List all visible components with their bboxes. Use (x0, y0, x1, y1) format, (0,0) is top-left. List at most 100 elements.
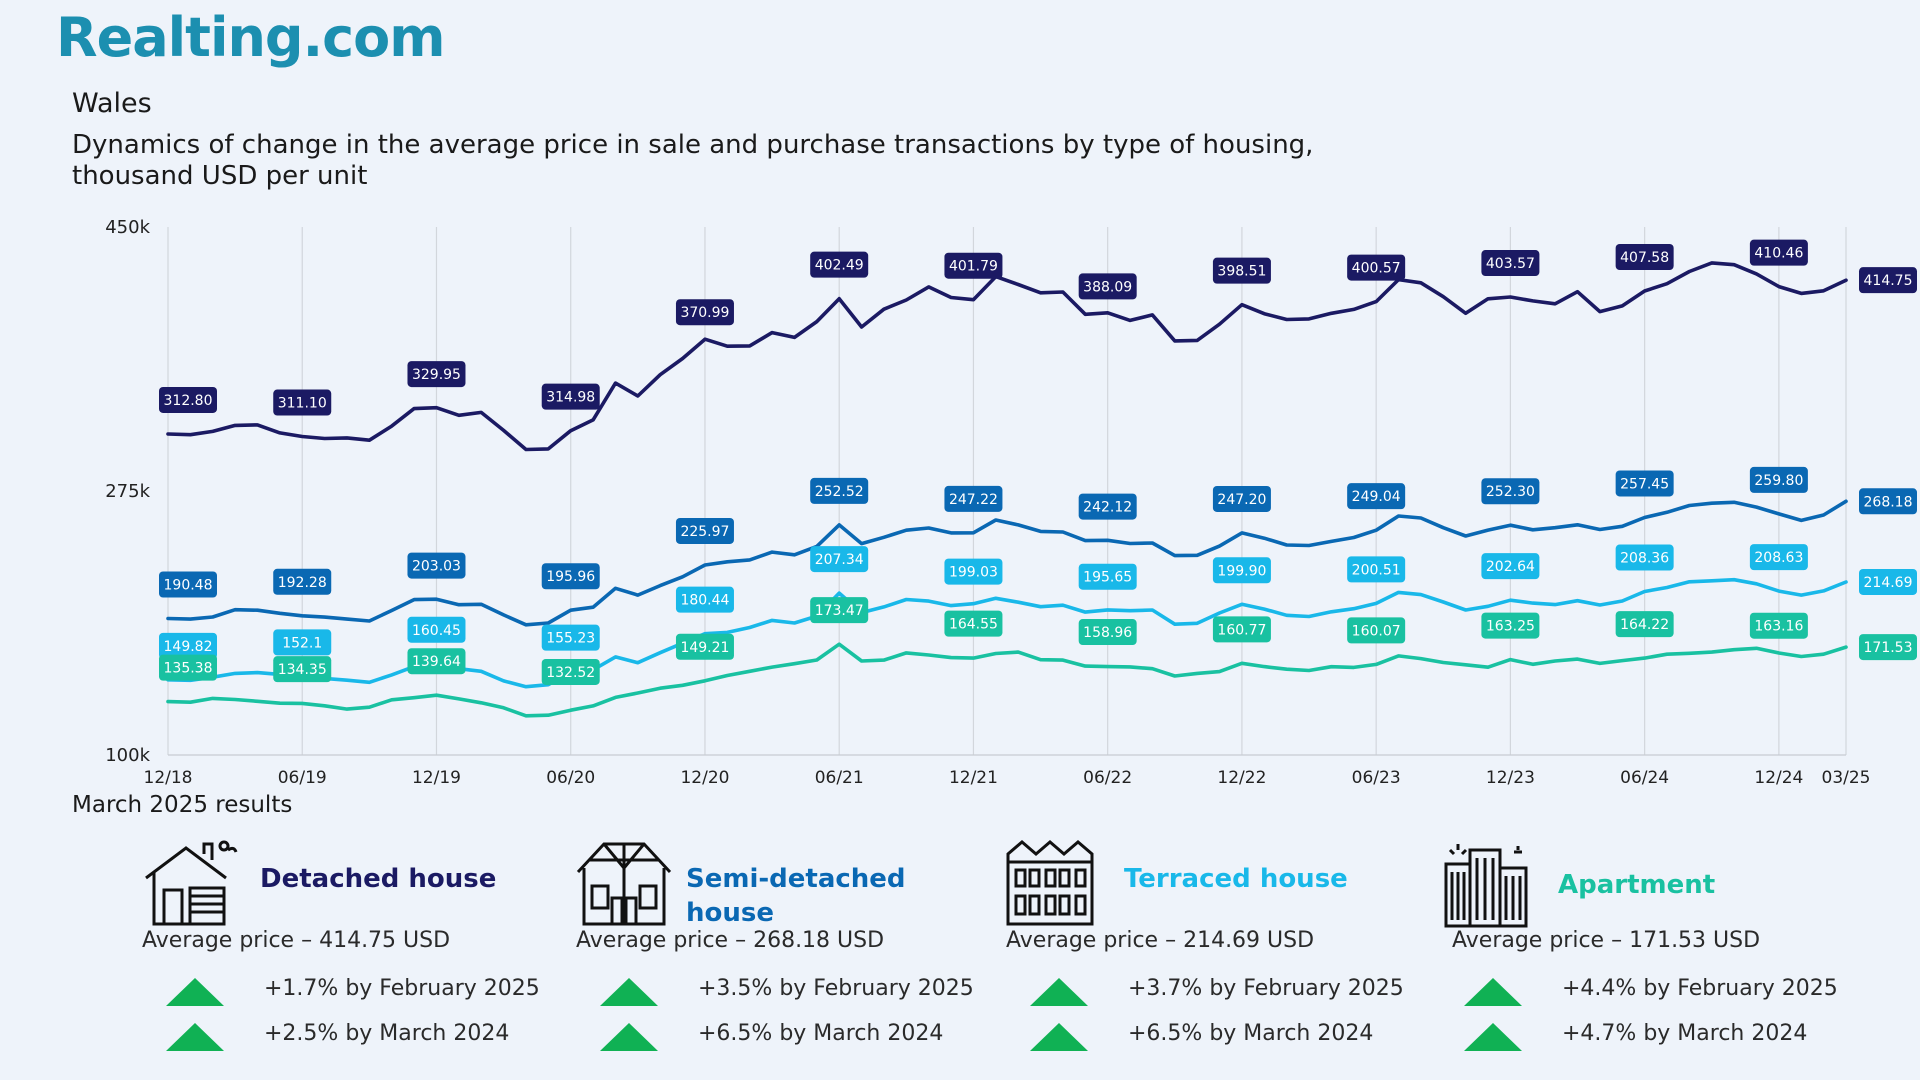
data-label-box (541, 624, 600, 651)
data-label: 173.47 (815, 603, 864, 619)
data-label: 311.10 (278, 396, 327, 412)
change-text: +3.7% by February 2025 (1128, 976, 1404, 1001)
data-label: 199.03 (949, 565, 998, 581)
data-label-box (1615, 544, 1674, 571)
data-label: 203.03 (412, 559, 461, 575)
chart-subtitle: Dynamics of change in the average price … (72, 130, 1314, 191)
series-line-detached-house (166, 261, 1848, 452)
change-row-month: +3.5% by February 2025 (600, 972, 1000, 1012)
data-label-box (1212, 557, 1271, 584)
result-card-apartment: Apartment Average price – 171.53 USD +4.… (1440, 832, 1860, 1072)
data-label-box (675, 299, 734, 326)
data-label-box (407, 361, 466, 388)
up-arrow-icon (1030, 978, 1088, 1006)
data-label-box (1615, 611, 1674, 638)
result-card-terraced: Terraced house Average price – 214.69 US… (1006, 832, 1426, 1072)
data-label-box (675, 517, 734, 544)
x-tick-label: 12/19 (412, 768, 461, 788)
logo: Realting.com (56, 6, 445, 69)
data-label-box (159, 571, 217, 598)
data-label: 410.46 (1754, 246, 1803, 262)
data-label-box (407, 616, 466, 643)
data-label-box (541, 383, 600, 410)
data-label: 195.65 (1083, 570, 1132, 586)
data-label: 402.49 (815, 258, 864, 274)
data-label: 164.55 (949, 617, 998, 633)
change-text: +3.5% by February 2025 (698, 976, 974, 1001)
data-label: 249.04 (1352, 489, 1401, 505)
data-label: 400.57 (1352, 261, 1401, 277)
data-label-box (944, 485, 1003, 512)
data-label-box (1615, 243, 1674, 270)
data-label: 195.96 (546, 569, 595, 585)
x-tick-label: 06/24 (1620, 768, 1669, 788)
data-label-box (541, 563, 600, 590)
data-label: 370.99 (680, 305, 729, 321)
data-label: 314.98 (546, 390, 595, 406)
data-label: 414.75 (1864, 273, 1913, 289)
data-label-box (273, 629, 332, 656)
change-text: +4.7% by March 2024 (1562, 1021, 1808, 1046)
x-tick-label: 12/22 (1217, 768, 1266, 788)
result-card-detached: Detached house Average price – 414.75 US… (142, 832, 562, 1072)
series-line-apartment (166, 642, 1848, 718)
data-label: 252.30 (1486, 484, 1535, 500)
data-label-box (1212, 485, 1271, 512)
data-label: 158.96 (1083, 625, 1132, 641)
x-tick-label: 12/18 (144, 768, 193, 788)
data-label: 160.07 (1352, 623, 1401, 639)
data-label: 398.51 (1217, 264, 1266, 280)
data-label: 403.57 (1486, 256, 1535, 272)
up-arrow-icon (166, 1023, 224, 1051)
change-row-month: +1.7% by February 2025 (166, 972, 566, 1012)
card-type-label: Apartment (1558, 870, 1716, 900)
y-tick-label: 275k (105, 481, 150, 502)
data-label-box (159, 654, 217, 681)
data-label: 171.53 (1864, 640, 1913, 656)
x-tick-label: 03/25 (1822, 768, 1871, 788)
data-label-box (1481, 250, 1540, 277)
data-label: 190.48 (164, 578, 213, 594)
data-label: 207.34 (815, 552, 864, 568)
x-tick-label: 12/20 (680, 768, 729, 788)
semi-detached-house-icon (576, 838, 672, 928)
data-label-box (1212, 257, 1271, 284)
data-label-box (944, 610, 1003, 637)
card-type-label: Detached house (260, 864, 497, 894)
data-label-box (675, 586, 734, 613)
x-tick-label: 12/21 (949, 768, 998, 788)
data-label-box (273, 656, 332, 683)
x-tick-label: 06/20 (546, 768, 595, 788)
data-label: 225.97 (680, 524, 729, 540)
series-line-semi-detached-house (166, 499, 1848, 627)
data-label-box (944, 558, 1003, 585)
data-label-box (944, 252, 1003, 279)
region-title: Wales (72, 88, 152, 119)
x-tick-label: 06/21 (815, 768, 864, 788)
data-label: 163.16 (1754, 619, 1803, 635)
data-label-box (1859, 568, 1917, 595)
data-label-box (1347, 617, 1406, 644)
change-text: +2.5% by March 2024 (264, 1021, 510, 1046)
chart-area: 450k 275k 100k 12/18 06/19 12/19 06/20 12/20 06/… (0, 200, 1920, 800)
results-title: March 2025 results (72, 792, 293, 818)
card-type-label: Terraced house (1124, 864, 1348, 894)
data-label: 268.18 (1864, 494, 1913, 510)
data-label-box (1615, 470, 1674, 497)
data-label-box (675, 633, 734, 660)
data-label-box (1859, 267, 1917, 294)
data-label-box (159, 386, 217, 413)
data-label: 180.44 (680, 593, 729, 609)
data-label: 139.64 (412, 654, 461, 670)
data-label: 312.80 (164, 393, 213, 409)
data-label-box (273, 389, 332, 416)
data-label: 200.51 (1352, 562, 1401, 578)
change-text: +6.5% by March 2024 (698, 1021, 944, 1046)
data-label: 242.12 (1083, 500, 1132, 516)
data-label: 202.64 (1486, 559, 1535, 575)
up-arrow-icon (1464, 978, 1522, 1006)
data-label-box (1078, 493, 1137, 520)
data-label-box (810, 477, 869, 504)
data-label-box (810, 251, 869, 278)
data-label-box (1859, 634, 1917, 661)
